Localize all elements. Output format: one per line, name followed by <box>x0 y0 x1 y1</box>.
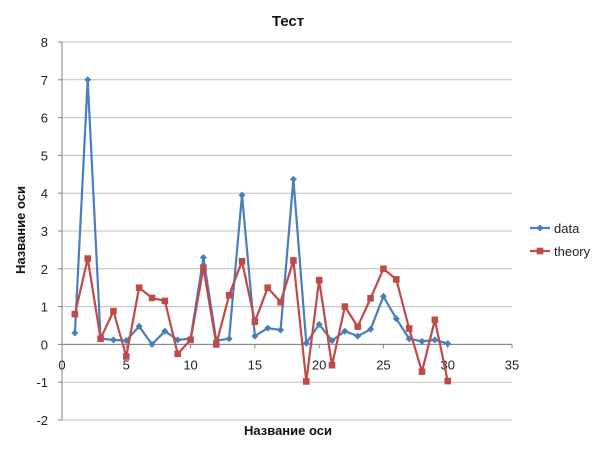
data-point-theory <box>212 341 220 348</box>
legend-marker-data <box>536 224 544 232</box>
data-point-theory <box>71 310 79 318</box>
data-point-data <box>367 325 375 333</box>
data-point-data <box>431 336 439 344</box>
data-point-theory <box>367 294 374 302</box>
data-point-data <box>341 327 349 335</box>
data-point-theory <box>200 264 207 271</box>
data-point-data <box>225 335 233 343</box>
y-tick-label: 0 <box>41 337 48 352</box>
data-point-theory <box>277 298 284 306</box>
legend: data theory <box>530 221 591 259</box>
data-point-theory <box>148 294 156 302</box>
data-point-data <box>379 292 387 300</box>
legend-marker-theory <box>536 247 544 255</box>
legend-item-theory: theory <box>530 244 591 259</box>
data-point-data <box>277 326 285 334</box>
data-point-data <box>71 329 79 337</box>
data-point-theory <box>174 350 182 358</box>
x-tick-label: 0 <box>58 357 65 372</box>
data-point-data <box>199 253 207 261</box>
y-tick-label: -1 <box>36 375 48 390</box>
data-point-theory <box>290 257 297 264</box>
data-point-theory <box>264 284 272 291</box>
data-point-data <box>289 175 297 183</box>
data-point-theory <box>354 323 362 330</box>
data-point-theory <box>84 255 92 262</box>
series <box>71 76 452 385</box>
data-point-theory <box>380 265 387 273</box>
data-point-theory <box>341 303 349 310</box>
data-point-theory <box>431 316 439 324</box>
data-point-theory <box>405 325 413 332</box>
x-tick-label: 25 <box>376 357 390 372</box>
data-point-theory <box>328 361 336 369</box>
x-axis-title: Название оси <box>244 423 332 438</box>
legend-label-data: data <box>554 221 580 236</box>
y-tick-label: 5 <box>41 148 48 163</box>
x-tick-label: 10 <box>183 357 197 372</box>
x-tick-label: 5 <box>123 357 130 372</box>
y-tick-label: 8 <box>41 35 48 50</box>
y-tick-label: 4 <box>41 186 48 201</box>
data-point-data <box>161 327 169 335</box>
y-tick-label: 2 <box>41 262 48 277</box>
series-data <box>71 76 452 348</box>
data-point-theory <box>238 257 246 265</box>
data-point-theory <box>315 276 323 284</box>
data-point-theory <box>135 284 143 291</box>
y-tick-label: 1 <box>41 300 48 315</box>
data-point-data <box>174 336 182 344</box>
data-point-theory <box>302 378 310 385</box>
data-point-data <box>302 339 310 347</box>
data-point-data <box>328 337 336 345</box>
data-point-data <box>135 322 143 330</box>
data-point-theory <box>444 377 452 385</box>
data-point-theory <box>187 336 194 344</box>
data-point-data <box>238 191 246 199</box>
series-theory <box>71 255 452 385</box>
x-tick-label: 35 <box>505 357 519 372</box>
data-point-theory <box>392 276 400 283</box>
x-tick-label: 15 <box>248 357 262 372</box>
data-point-data <box>392 315 400 323</box>
data-point-theory <box>418 368 426 375</box>
y-tick-label: 6 <box>41 111 48 126</box>
data-point-data <box>418 337 426 345</box>
y-tick-label: -2 <box>36 413 48 428</box>
data-point-data <box>251 332 259 340</box>
data-point-theory <box>122 353 130 360</box>
data-point-data <box>315 320 323 328</box>
data-point-theory <box>110 307 117 315</box>
data-point-data <box>122 337 130 345</box>
data-point-data <box>444 340 452 348</box>
chart-title: Тест <box>272 13 304 30</box>
data-point-data <box>84 76 92 84</box>
data-point-data <box>109 336 117 344</box>
data-point-theory <box>225 291 233 299</box>
y-tick-label: 3 <box>41 224 48 239</box>
data-point-theory <box>161 297 169 305</box>
y-axis-title: Название оси <box>13 186 28 274</box>
y-tick-label: 7 <box>41 73 48 88</box>
legend-item-data: data <box>530 221 580 236</box>
data-point-data <box>354 332 362 340</box>
data-point-data <box>148 340 156 348</box>
x-tick-label: 20 <box>312 357 326 372</box>
legend-label-theory: theory <box>554 244 591 259</box>
series-line-data <box>73 78 449 346</box>
data-point-theory <box>251 318 259 326</box>
data-point-data <box>264 324 272 332</box>
data-point-theory <box>97 335 104 343</box>
